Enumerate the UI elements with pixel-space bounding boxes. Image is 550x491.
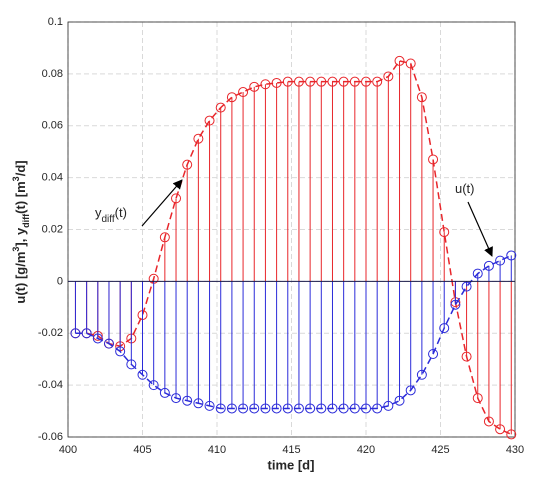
- stem-marker: [372, 403, 383, 414]
- stem-marker: [472, 393, 483, 404]
- stem-marker: [483, 416, 494, 427]
- annotation: u(t): [455, 181, 475, 196]
- stem-marker: [327, 76, 338, 87]
- x-tick-label: 420: [357, 444, 375, 456]
- stem-marker: [316, 76, 327, 87]
- stem-marker: [383, 400, 394, 411]
- x-tick-label: 425: [431, 444, 449, 456]
- stem-marker: [327, 403, 338, 414]
- stem-marker: [148, 380, 159, 391]
- x-tick-label: 405: [133, 444, 151, 456]
- stem-marker: [92, 333, 103, 344]
- dashed-line: [75, 254, 512, 410]
- stem-marker: [416, 92, 427, 103]
- stem-marker: [126, 359, 137, 370]
- stem-marker: [103, 338, 114, 349]
- dashed-line: [75, 60, 512, 436]
- stem-marker: [361, 76, 371, 87]
- stem-marker: [293, 403, 304, 414]
- stem-marker: [260, 403, 271, 414]
- stem-marker: [260, 79, 271, 90]
- stem-marker: [182, 159, 193, 170]
- annotation-arrow: [467, 201, 493, 257]
- stem-marker: [249, 81, 260, 92]
- stem-marker: [383, 71, 394, 82]
- stem-marker: [461, 281, 472, 292]
- stem-marker: [416, 369, 427, 380]
- stem-marker: [349, 403, 360, 414]
- plot-area: -0.06 -0.04 -0.02 0 0.02 0.04 0.06 0.08 0.1 400 40…: [38, 16, 524, 456]
- x-axis-label: time [d]: [268, 457, 315, 472]
- annotation: ydiff(t): [95, 205, 127, 225]
- stem-marker: [338, 403, 349, 414]
- stem-marker: [249, 403, 260, 414]
- stem-marker: [506, 429, 517, 440]
- stem-marker: [461, 351, 472, 362]
- x-tick-label: 415: [282, 444, 300, 456]
- x-tick-label: 410: [208, 444, 226, 456]
- stem-marker: [271, 77, 282, 88]
- stem-marker: [405, 385, 416, 396]
- stem-marker: [349, 76, 360, 87]
- stem-marker: [81, 328, 92, 339]
- stem-marker: [439, 323, 450, 334]
- stem-marker: [182, 395, 193, 406]
- y-tick-label: 0: [57, 275, 63, 287]
- stem-marker: [428, 154, 439, 165]
- stem-marker: [394, 395, 405, 406]
- stem-marker: [394, 55, 405, 66]
- stem-marker: [137, 369, 148, 380]
- y-tick-label: -0.04: [38, 379, 63, 391]
- stem-marker: [159, 387, 170, 398]
- stem-marker: [439, 227, 450, 238]
- stem-marker: [159, 232, 170, 243]
- stem-marker: [316, 403, 327, 414]
- stem-marker: [204, 115, 215, 126]
- stem-marker: [282, 403, 293, 414]
- stem-marker: [506, 250, 517, 261]
- stem-marker: [238, 403, 249, 414]
- stem-marker: [271, 403, 282, 414]
- plot-border: [67, 21, 516, 438]
- stem-marker: [305, 76, 316, 87]
- y-tick-label: 0.08: [42, 68, 63, 80]
- y-tick-label: 0.02: [42, 223, 63, 235]
- stem-marker: [204, 400, 215, 411]
- stem-marker: [428, 349, 439, 359]
- stem-marker: [293, 76, 304, 87]
- stem-marker: [361, 403, 371, 414]
- stem-marker: [115, 346, 126, 357]
- stem-marker: [450, 299, 461, 310]
- y-tick-label: -0.06: [38, 431, 63, 443]
- y-axis-label: u(t) [g/m3], ydiff(t) [m3/d]: [11, 160, 31, 303]
- stem-marker: [238, 87, 249, 98]
- x-tick-label: 400: [59, 444, 77, 456]
- y-tick-label: 0.1: [48, 16, 63, 28]
- stem-marker: [472, 268, 483, 279]
- stem-marker: [282, 76, 293, 87]
- annotation-arrow: [141, 179, 183, 227]
- stem-marker: [171, 193, 182, 204]
- stem-marker: [405, 58, 416, 69]
- y-tick-label: 0.06: [42, 120, 63, 132]
- stem-marker: [483, 260, 494, 271]
- stem-marker: [226, 92, 237, 103]
- stem-marker: [171, 393, 182, 404]
- x-tick-label: 430: [506, 444, 524, 456]
- y-tick-label: 0.04: [42, 172, 63, 184]
- stem-marker: [215, 403, 226, 414]
- stem-marker: [495, 255, 506, 266]
- stem-marker: [226, 403, 237, 414]
- stem-marker: [193, 398, 204, 409]
- stem-marker: [372, 76, 383, 87]
- stem-marker: [193, 133, 204, 144]
- stem-marker: [305, 403, 316, 414]
- y-tick-label: -0.02: [38, 327, 63, 339]
- stem-marker: [70, 328, 81, 339]
- stem-marker: [338, 76, 349, 87]
- stem-marker: [495, 424, 506, 435]
- stem-marker: [215, 102, 226, 113]
